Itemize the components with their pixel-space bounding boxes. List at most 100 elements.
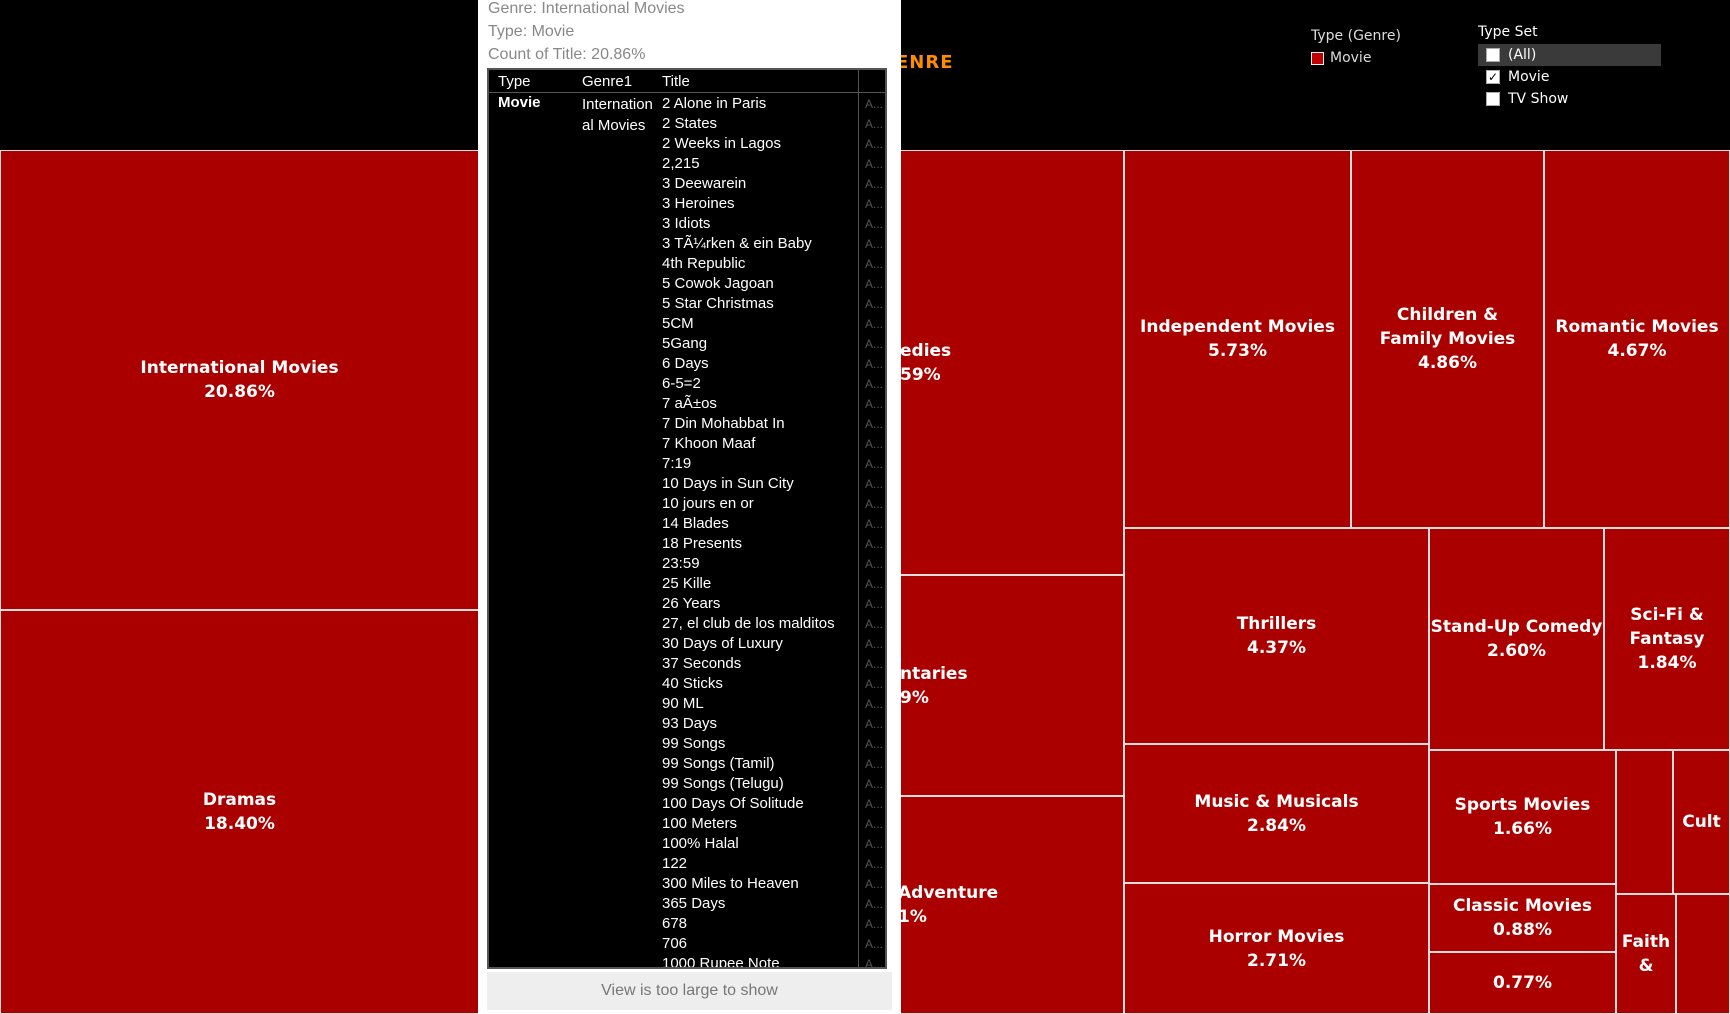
title-row: 37 Seconds [662, 655, 742, 672]
title-row: 6 Days [662, 355, 709, 372]
truncated-cell: A... [865, 617, 884, 631]
cell-label: Classic Movies [1453, 896, 1592, 916]
column-header-genre: Genre1 [582, 73, 633, 90]
cell-label: Dramas [202, 790, 277, 810]
title-list: 2 Alone in Paris 2 States 2 Weeks in Lagos… [662, 94, 835, 967]
treemap-cell-independent[interactable]: Independent Movies 5.73% [1124, 150, 1351, 528]
truncated-cell: A... [865, 437, 884, 451]
legend-title: Type (Genre) [1311, 28, 1401, 44]
cell-label: Stand-Up Comedy [1430, 617, 1603, 637]
truncated-cell: A... [865, 657, 884, 671]
treemap-cell-music-musicals[interactable]: Music & Musicals 2.84% [1124, 744, 1429, 883]
treemap-cell-cult[interactable]: Cult [1673, 750, 1730, 894]
column-header-type: Type [498, 73, 531, 90]
type-set-filter: Type Set (All) ✓ Movie TV Show [1478, 24, 1678, 110]
title-row: 300 Miles to Heaven [662, 875, 799, 892]
truncated-cell: A... [865, 797, 884, 811]
legend-swatch [1311, 51, 1324, 65]
title-row: 122 [662, 855, 688, 872]
truncated-cell: A... [865, 357, 884, 371]
title-row: 5Gang [662, 335, 708, 352]
treemap-cell-unnamed[interactable]: 0.77% [1429, 952, 1616, 1014]
filter-option-all[interactable]: (All) [1478, 44, 1661, 66]
title-row: 5 Star Christmas [662, 295, 774, 312]
legend-entry-label: Movie [1330, 50, 1372, 66]
truncated-cell: A... [865, 497, 884, 511]
filter-option-tv-show[interactable]: TV Show [1478, 88, 1678, 110]
cell-value: 2.84% [1247, 815, 1306, 836]
cell-label: Music & Musicals [1194, 791, 1359, 812]
truncated-cell: A... [865, 557, 884, 571]
treemap-cell-romantic[interactable]: Romantic Movies 4.67% [1544, 150, 1730, 528]
cell-value: 2.60% [1487, 641, 1546, 661]
title-row: 10 jours en or [662, 495, 754, 512]
truncated-cell: A... [865, 137, 884, 151]
checkbox-tv-show[interactable] [1486, 92, 1500, 106]
filter-option-label: TV Show [1508, 91, 1569, 107]
cell-label: Thrillers [1236, 614, 1317, 634]
cell-label: Children & Family Movies [1379, 305, 1516, 349]
treemap-cell-unlabeled-1[interactable] [1616, 750, 1673, 894]
truncated-cell: A... [865, 837, 884, 851]
treemap-cell-dramas[interactable]: Dramas 18.40% [0, 610, 479, 1014]
treemap-cell-classic[interactable]: Classic Movies 0.88% [1429, 884, 1616, 952]
treemap-cell-thrillers[interactable]: Thrillers 4.37% [1124, 528, 1429, 744]
truncated-cell: A... [865, 517, 884, 531]
cell-label: Faith & [1621, 932, 1671, 976]
truncated-cell: A... [865, 97, 884, 111]
title-row: 30 Days of Luxury [662, 635, 783, 652]
treemap-cell-standup-comedy[interactable]: Stand-Up Comedy 2.60% [1429, 528, 1604, 750]
title-row: 5 Cowok Jagoan [662, 275, 774, 292]
tooltip-data-table[interactable]: Type Genre1 Title Movie International Mo… [487, 68, 887, 969]
cell-value: 4.67% [1607, 341, 1667, 361]
cell-label: Romantic Movies [1555, 317, 1719, 337]
cell-value: 1.66% [1493, 819, 1552, 839]
title-row: 100 Meters [662, 815, 738, 832]
cell-value: 4.86% [1418, 353, 1477, 373]
truncated-cell: A... [865, 957, 884, 969]
column-divider [858, 70, 859, 967]
filter-option-movie[interactable]: ✓ Movie [1478, 66, 1678, 88]
truncated-cell: A... [865, 177, 884, 191]
legend-entry-movie[interactable]: Movie [1311, 50, 1401, 66]
cell-type: Movie [498, 94, 541, 111]
title-row: 2 Alone in Paris [662, 95, 767, 112]
truncated-cell: A... [865, 577, 884, 591]
tooltip-count: Count of Title: 20.86% [488, 46, 646, 63]
treemap-cell-children-family[interactable]: Children & Family Movies 4.86% [1351, 150, 1544, 528]
truncated-cell: A... [865, 877, 884, 891]
treemap-cell-horror[interactable]: Horror Movies 2.71% [1124, 883, 1429, 1014]
title-row: 2,215 [662, 155, 700, 172]
checkbox-movie[interactable]: ✓ [1486, 70, 1500, 84]
treemap-cell-faith[interactable]: Faith & [1616, 894, 1676, 1014]
truncated-cell: A... [865, 637, 884, 651]
truncated-cell: A... [865, 597, 884, 611]
title-row: 2 Weeks in Lagos [662, 135, 781, 152]
column-header-title: Title [662, 73, 690, 90]
title-row: 93 Days [662, 715, 718, 732]
cell-value: 9% [900, 687, 929, 708]
treemap-cell-sports[interactable]: Sports Movies 1.66% [1429, 750, 1616, 884]
cell-value: 1.84% [1637, 653, 1697, 673]
cell-value: 2.71% [1247, 950, 1306, 971]
title-row: 90 ML [662, 695, 704, 712]
truncated-cell: A... [865, 377, 884, 391]
treemap-cell-scifi-fantasy[interactable]: Sci-Fi & Fantasy 1.84% [1604, 528, 1730, 750]
tooltip-footer-message: View is too large to show [487, 972, 892, 1010]
checkbox-all[interactable] [1486, 48, 1500, 62]
truncated-cell: A... [865, 117, 884, 131]
truncated-cell: A... [865, 937, 884, 951]
treemap-cell-unlabeled-2[interactable] [1676, 894, 1730, 1014]
title-row: 2 States [662, 115, 718, 132]
cell-label: edies [900, 340, 952, 361]
title-row: 3 Idiots [662, 215, 711, 232]
title-row: 7 aÃ±os [662, 395, 717, 412]
cell-value: 18.40% [204, 814, 275, 834]
treemap-cell-international[interactable]: International Movies 20.86% [0, 150, 479, 610]
truncated-cell: A... [865, 397, 884, 411]
title-row: 3 Heroines [662, 195, 735, 212]
title-row: 25 Kille [662, 575, 712, 592]
truncated-cell: A... [865, 777, 884, 791]
truncated-cell: A... [865, 857, 884, 871]
truncated-cell: A... [865, 457, 884, 471]
